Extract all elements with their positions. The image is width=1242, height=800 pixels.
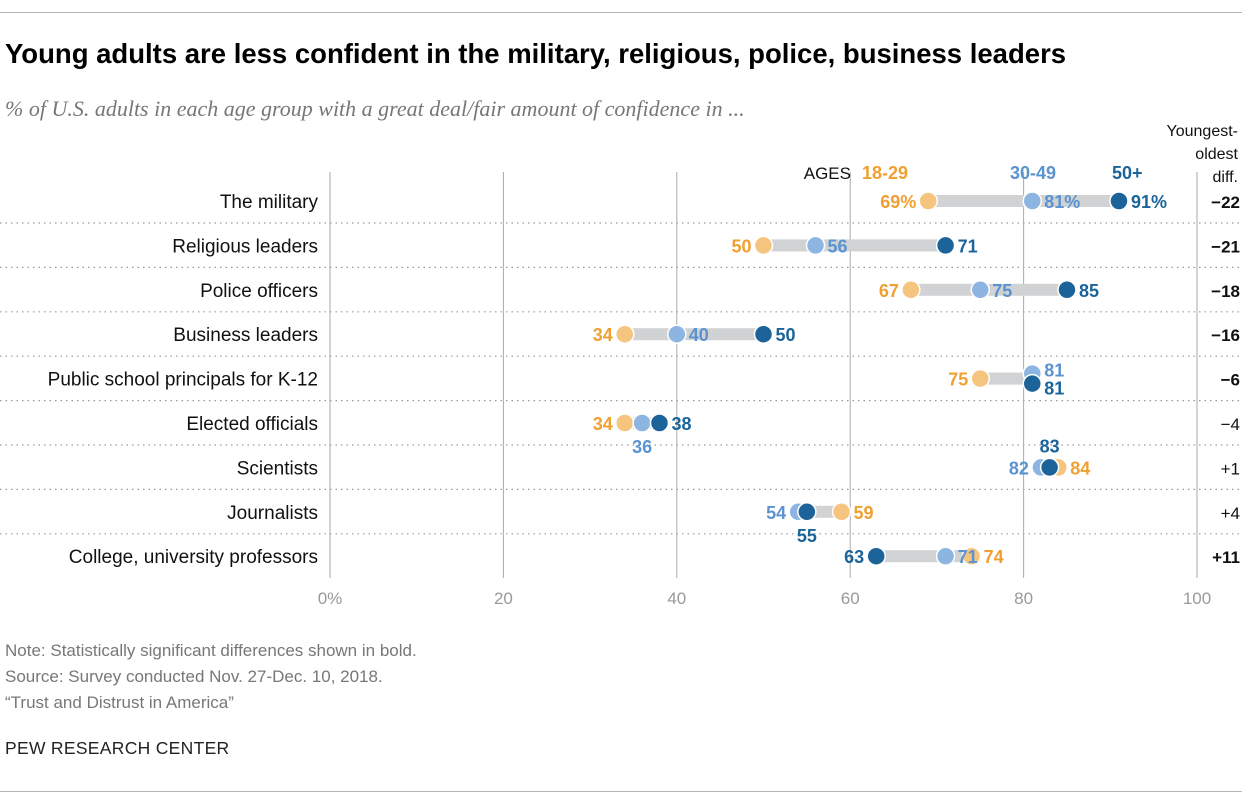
- legend-label-50+: 50+: [1112, 163, 1143, 183]
- brand-logo-text: PEW RESEARCH CENTER: [5, 738, 230, 758]
- data-label-50+: 50: [776, 325, 796, 345]
- data-label-18-29: 50: [731, 236, 751, 256]
- range-bar: [980, 372, 1033, 385]
- dot-30-49: [667, 324, 687, 344]
- data-label-18-29: 75: [948, 370, 968, 390]
- data-label-50+: 85: [1079, 281, 1099, 301]
- diff-value: −21: [1211, 237, 1240, 256]
- dot-50+: [1039, 457, 1060, 478]
- x-tick-label: 80: [1014, 589, 1033, 608]
- dot-18-29: [901, 280, 921, 300]
- dot-50+: [935, 235, 956, 256]
- range-bar: [624, 328, 764, 341]
- dot-30-49: [1022, 191, 1043, 211]
- category-label: Elected officials: [186, 414, 318, 435]
- diff-value: −16: [1211, 326, 1240, 345]
- data-label-30-49: 81: [1044, 361, 1064, 381]
- dot-18-29: [961, 546, 982, 566]
- category-label: Religious leaders: [172, 236, 318, 257]
- data-label-30-49: 75: [992, 281, 1012, 301]
- data-label-50+: 38: [671, 414, 691, 434]
- range-bar: [763, 239, 946, 252]
- diff-header: oldest: [1195, 146, 1238, 163]
- data-label-18-29: 84: [1070, 458, 1090, 478]
- x-tick-label: 20: [494, 589, 513, 608]
- data-label-50+: 55: [797, 526, 817, 546]
- dot-30-49: [935, 546, 956, 566]
- legend-label-18-29: 18-29: [862, 163, 908, 183]
- source-text: Source: Survey conducted Nov. 27-Dec. 10…: [5, 667, 383, 686]
- diff-header: Youngest-: [1167, 123, 1238, 140]
- dot-plot-chart: 0% 20 40 60 80 100 AGES 18-29 30-49 50+ Youngest-o…: [0, 123, 1242, 608]
- dot-50+: [753, 324, 774, 344]
- dot-30-49: [805, 235, 826, 256]
- data-label-50+: 81: [1044, 379, 1064, 399]
- diff-value: +1: [1221, 459, 1240, 478]
- data-label-50+: 83: [1040, 436, 1060, 456]
- diff-value: +11: [1212, 548, 1240, 567]
- dot-50+: [797, 502, 817, 522]
- chart-subtitle: % of U.S. adults in each age group with …: [5, 96, 745, 121]
- data-label-18-29: 74: [984, 547, 1004, 567]
- diff-value: −18: [1211, 282, 1240, 301]
- top-rule: [0, 12, 1242, 13]
- bottom-rule: [0, 791, 1242, 792]
- data-label-18-29: 59: [854, 503, 874, 523]
- dot-50+: [649, 413, 670, 433]
- dot-18-29: [615, 324, 635, 344]
- data-label-30-49: 71: [958, 547, 978, 567]
- data-label-18-29: 69%: [880, 192, 916, 212]
- x-tick-label: 60: [841, 589, 860, 608]
- category-label: Scientists: [237, 458, 318, 479]
- diff-value: +4: [1221, 504, 1240, 523]
- category-label: Journalists: [227, 503, 318, 524]
- dot-18-29: [615, 413, 635, 433]
- data-label-50+: 91%: [1131, 192, 1167, 212]
- dot-30-49: [970, 280, 990, 300]
- category-label: Business leaders: [173, 325, 318, 346]
- x-tick-label: 100: [1183, 589, 1211, 608]
- x-tick-label: 0%: [318, 589, 343, 608]
- diff-header: diff.: [1213, 169, 1239, 186]
- data-label-30-49: 36: [632, 437, 652, 457]
- data-label-18-29: 34: [593, 325, 613, 345]
- diff-value: −6: [1221, 371, 1240, 390]
- dot-18-29: [753, 235, 774, 256]
- dot-50+: [1057, 280, 1077, 300]
- data-label-18-29: 67: [879, 281, 899, 301]
- data-label-30-49: 40: [689, 325, 709, 345]
- data-label-30-49: 82: [1009, 458, 1029, 478]
- report-title: “Trust and Distrust in America”: [5, 693, 234, 712]
- dot-18-29: [918, 191, 938, 211]
- data-label-50+: 71: [958, 236, 978, 256]
- category-label: Police officers: [200, 281, 318, 302]
- dot-50+: [1022, 373, 1043, 394]
- chart-title: Young adults are less confident in the m…: [5, 38, 1067, 69]
- dot-18-29: [970, 368, 990, 389]
- dot-30-49: [632, 413, 652, 433]
- category-label: Public school principals for K-12: [48, 370, 318, 391]
- note-text: Note: Statistically significant differen…: [5, 641, 417, 660]
- legend-title: AGES: [804, 164, 851, 183]
- category-label: College, university professors: [69, 547, 318, 568]
- data-label-18-29: 34: [593, 414, 613, 434]
- dot-18-29: [831, 502, 852, 522]
- data-label-30-49: 81%: [1044, 192, 1080, 212]
- data-label-30-49: 56: [828, 236, 848, 256]
- data-label-50+: 63: [844, 547, 864, 567]
- notes: Note: Statistically significant differen…: [5, 638, 417, 716]
- diff-value: −22: [1211, 193, 1240, 212]
- data-label-30-49: 54: [766, 503, 786, 523]
- dot-50+: [1109, 191, 1129, 211]
- legend-label-30-49: 30-49: [1010, 163, 1056, 183]
- diff-value: −4: [1221, 415, 1240, 434]
- x-tick-label: 40: [667, 589, 686, 608]
- category-label: The military: [220, 192, 319, 213]
- dot-50+: [866, 546, 886, 566]
